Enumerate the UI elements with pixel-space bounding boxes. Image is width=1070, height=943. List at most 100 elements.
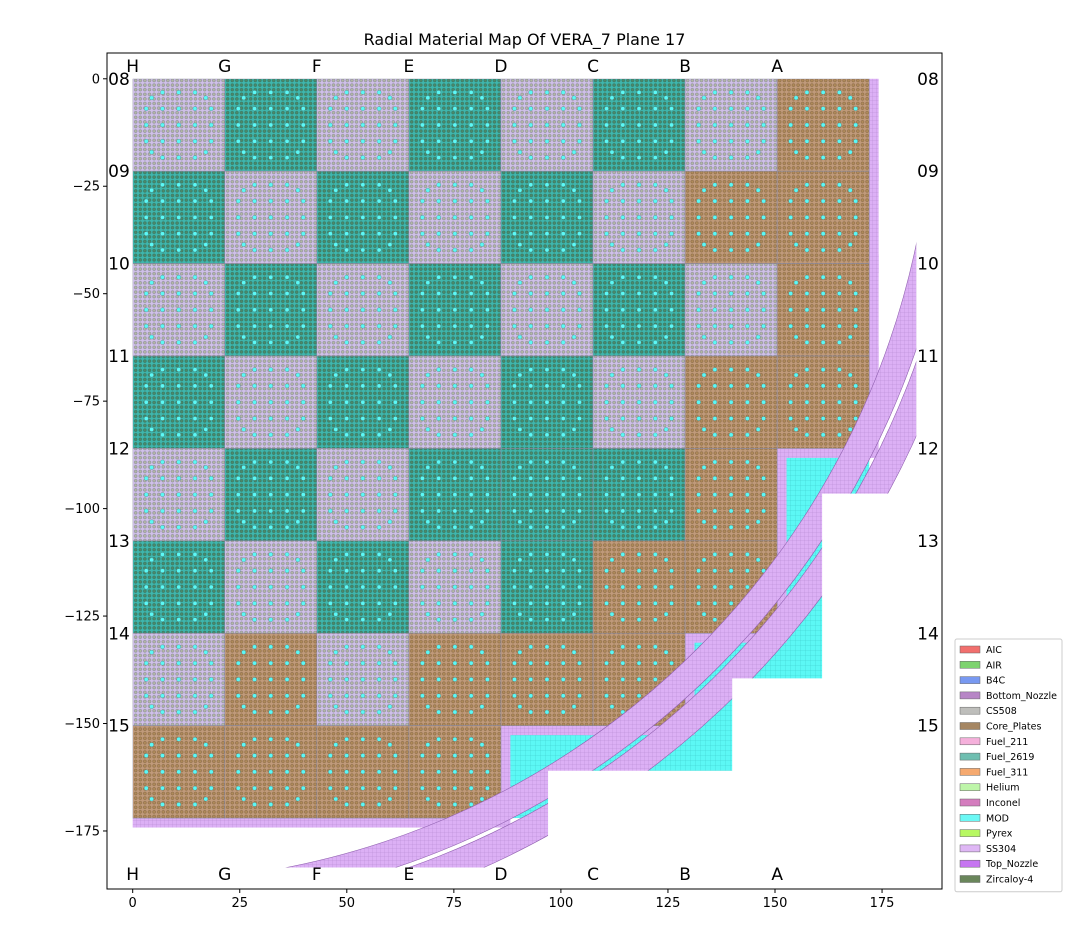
guide-tube	[696, 198, 701, 204]
guide-tube	[360, 459, 366, 465]
guide-tube	[149, 519, 154, 525]
guide-tube	[328, 785, 333, 791]
guide-tube	[804, 182, 810, 187]
guide-tube	[728, 525, 734, 530]
guide-tube	[636, 274, 642, 280]
guide-tube	[209, 400, 214, 405]
guide-tube	[436, 383, 441, 389]
guide-tube	[728, 247, 734, 253]
guide-tube	[761, 568, 766, 573]
guide-tube	[360, 693, 366, 698]
guide-tube	[571, 557, 577, 563]
guide-tube	[468, 693, 474, 698]
guide-tube	[636, 139, 642, 144]
guide-tube	[653, 459, 658, 465]
guide-tube	[820, 106, 826, 111]
guide-tube	[344, 525, 349, 530]
guide-tube	[712, 198, 718, 204]
guide-tube	[712, 367, 718, 372]
guide-tube	[571, 242, 577, 247]
guide-tube	[517, 650, 523, 655]
guide-tube	[517, 465, 523, 470]
guide-tube	[636, 660, 642, 666]
guide-tube	[420, 476, 425, 481]
guide-tube	[544, 106, 550, 111]
guide-tube	[328, 122, 333, 128]
guide-tube	[663, 612, 669, 617]
guide-tube	[209, 416, 214, 421]
guide-tube	[284, 383, 290, 389]
guide-tube	[149, 427, 154, 432]
guide-tube	[571, 612, 577, 617]
guide-tube	[301, 492, 306, 497]
guide-tube	[241, 95, 246, 101]
guide-tube	[577, 601, 582, 606]
guide-tube	[209, 476, 214, 481]
guide-tube	[344, 617, 349, 622]
guide-tube	[636, 476, 642, 481]
guide-tube	[160, 182, 165, 187]
guide-tube	[696, 215, 701, 220]
guide-tube	[149, 465, 154, 470]
guide-tube	[393, 584, 398, 590]
guide-tube	[728, 307, 734, 313]
guide-tube	[452, 198, 458, 204]
guide-tube	[701, 95, 707, 101]
guide-tube	[328, 307, 333, 313]
guide-tube	[561, 552, 566, 557]
guide-tube	[696, 508, 701, 514]
guide-tube	[268, 323, 273, 329]
guide-tube	[577, 122, 582, 128]
guide-tube	[393, 476, 398, 481]
guide-tube	[468, 383, 474, 389]
guide-tube	[328, 508, 333, 514]
guide-tube	[848, 242, 853, 247]
guide-tube	[669, 383, 674, 389]
guide-tube	[728, 291, 734, 296]
guide-tube	[485, 693, 490, 698]
guide-tube	[452, 400, 458, 405]
guide-tube	[696, 416, 701, 421]
guide-tube	[604, 106, 609, 111]
guide-tube	[853, 106, 858, 111]
guide-tube	[653, 432, 658, 438]
guide-tube	[420, 693, 425, 698]
guide-tube	[420, 323, 425, 329]
plot-area	[107, 53, 942, 889]
guide-tube	[577, 215, 582, 220]
guide-tube	[425, 372, 431, 378]
guide-tube	[788, 400, 793, 405]
guide-tube	[252, 802, 257, 807]
guide-tube	[755, 427, 761, 432]
guide-tube	[620, 400, 626, 405]
guide-tube	[176, 568, 181, 573]
guide-tube	[252, 644, 257, 650]
guide-tube	[452, 525, 458, 530]
guide-tube	[728, 568, 734, 573]
guide-tube	[793, 188, 799, 193]
y-tick-label: 0	[92, 72, 100, 87]
guide-tube	[328, 753, 333, 758]
guide-tube	[620, 693, 626, 698]
guide-tube	[528, 340, 533, 345]
guide-tube	[620, 459, 626, 465]
guide-tube	[344, 568, 349, 573]
guide-tube	[387, 742, 393, 747]
row-label-left: 15	[108, 717, 130, 737]
guide-tube	[669, 215, 674, 220]
guide-tube	[788, 291, 793, 296]
guide-tube	[452, 274, 458, 280]
guide-tube	[479, 242, 485, 247]
guide-tube	[468, 106, 474, 111]
guide-tube	[669, 400, 674, 405]
guide-tube	[393, 231, 398, 236]
guide-tube	[344, 323, 349, 329]
column-label-top: G	[218, 57, 231, 77]
guide-tube	[512, 307, 517, 313]
guide-tube	[528, 476, 533, 481]
guide-tube	[468, 802, 474, 807]
guide-tube	[701, 280, 707, 285]
guide-tube	[452, 785, 458, 791]
guide-tube	[360, 367, 366, 372]
guide-tube	[701, 242, 707, 247]
